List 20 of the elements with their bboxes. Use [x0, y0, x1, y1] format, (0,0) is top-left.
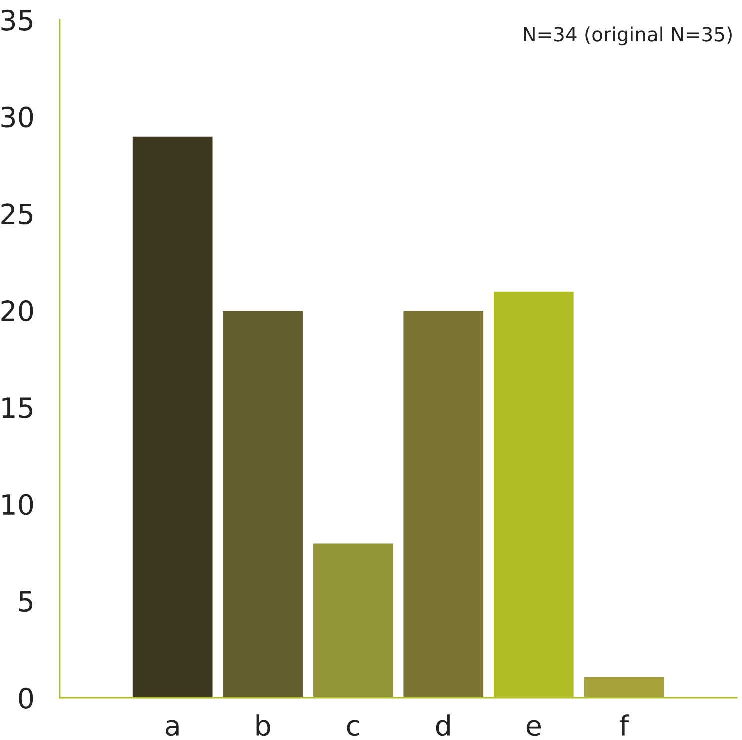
y-tick-label: 0: [19, 688, 34, 709]
x-tick-label: a: [166, 720, 179, 736]
bar: [222, 310, 304, 698]
y-tick-label: 10: [2, 494, 34, 516]
y-tick-label: 15: [2, 398, 33, 418]
bar: [402, 310, 485, 698]
x-tick-label: b: [256, 714, 270, 736]
x-tick-label: f: [620, 714, 630, 736]
y-tick-label: 35: [2, 10, 33, 31]
annotation: N=34 (original N=35): [524, 26, 732, 46]
bar: [582, 676, 666, 698]
x-tick-label: d: [436, 714, 450, 736]
y-tick-label: 25: [2, 204, 33, 225]
x-tick-label: e: [526, 720, 541, 736]
y-tick-label: 20: [2, 300, 34, 322]
y-tick-label: 5: [19, 591, 33, 612]
y-tick-label: 30: [2, 106, 34, 128]
bar: [132, 136, 214, 698]
x-tick-label: c: [347, 720, 360, 736]
bar: [312, 542, 395, 698]
